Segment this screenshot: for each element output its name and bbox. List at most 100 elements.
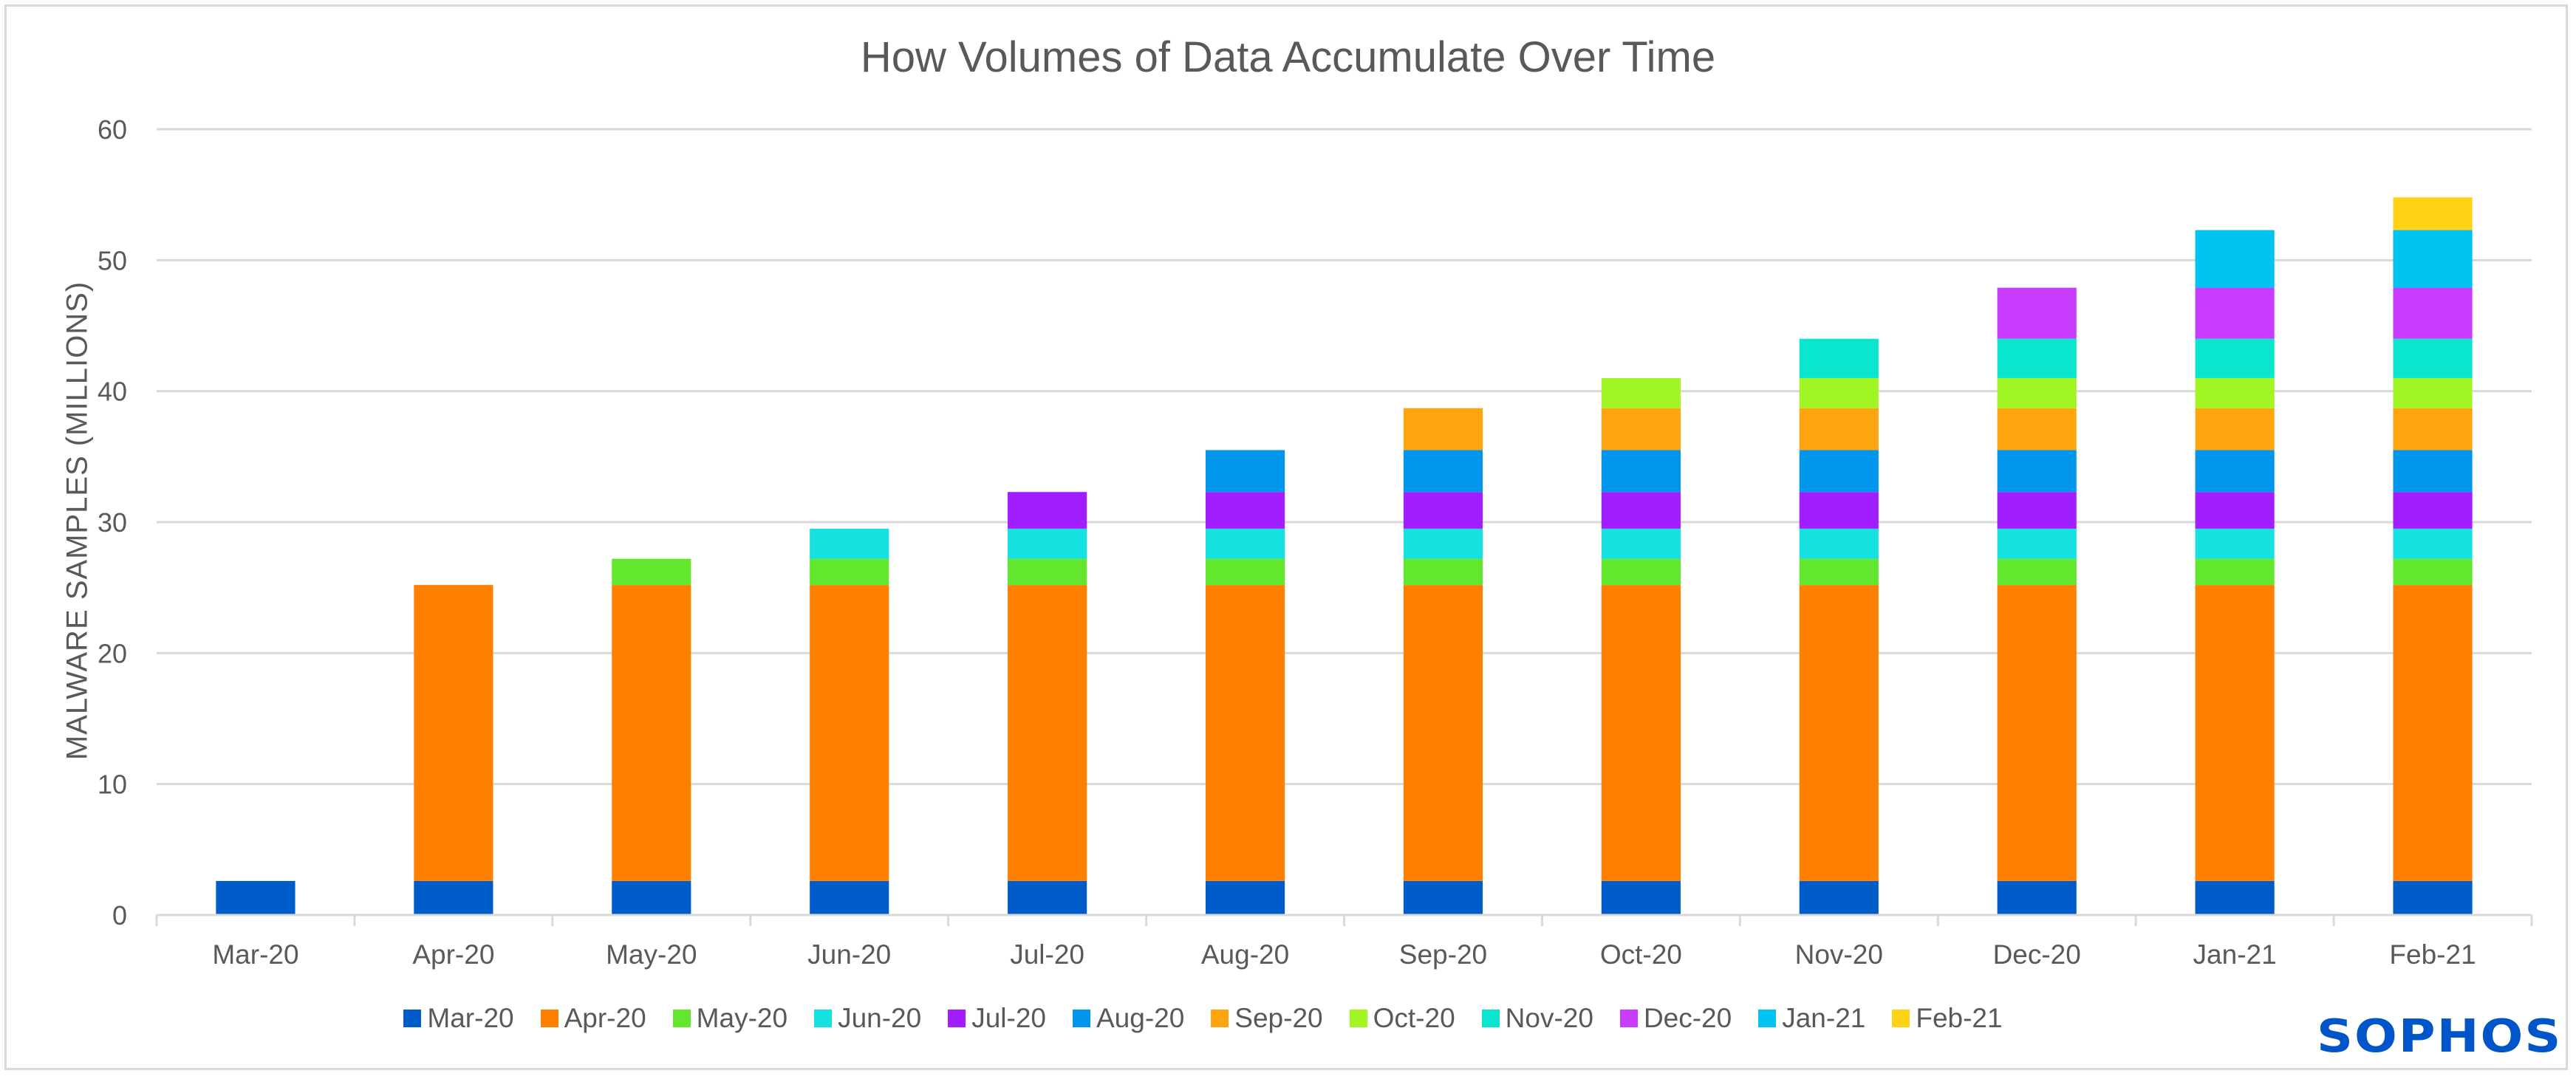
bar-segment-dec-20 — [1997, 287, 2077, 339]
x-tick-label: Feb-21 — [2389, 939, 2476, 970]
x-tick-label: Jan-21 — [2193, 939, 2277, 970]
bar-segment-apr-20 — [2393, 585, 2473, 881]
bar-segment-apr-20 — [810, 585, 889, 881]
bar-segment-jul-20 — [2195, 492, 2275, 529]
bar-segment-may-20 — [612, 558, 691, 586]
bar-segment-sep-20 — [2393, 408, 2473, 450]
bar-segment-jul-20 — [1205, 492, 1285, 529]
legend-item: Mar-20 — [403, 1003, 514, 1034]
bar-segment-apr-20 — [1799, 585, 1879, 881]
bar-segment-mar-20 — [1008, 880, 1087, 915]
bar-segment-aug-20 — [1403, 450, 1483, 493]
bar-segment-jun-20 — [2393, 528, 2473, 559]
bar-segment-mar-20 — [1601, 880, 1681, 915]
bar-segment-jul-20 — [1601, 492, 1681, 529]
bar-segment-apr-20 — [1997, 585, 2077, 881]
bar-segment-apr-20 — [414, 585, 493, 881]
x-tick-label: Jun-20 — [807, 939, 891, 970]
legend-item: Dec-20 — [1619, 1003, 1732, 1034]
y-tick-label: 60 — [98, 114, 127, 145]
bar-segment-nov-20 — [1997, 338, 2077, 378]
y-tick-label: 20 — [98, 638, 127, 668]
bar-segment-jul-20 — [2393, 492, 2473, 529]
legend-label: Jun-20 — [838, 1003, 922, 1033]
x-tick-label: Jul-20 — [1010, 939, 1084, 970]
legend-item: Aug-20 — [1072, 1003, 1185, 1034]
bar-segment-may-20 — [2195, 558, 2275, 586]
bar-segment-sep-20 — [1403, 408, 1483, 450]
legend-swatch — [403, 1010, 422, 1027]
legend-swatch — [1481, 1010, 1500, 1027]
x-tick-label: May-20 — [606, 939, 697, 970]
bar-segment-aug-20 — [1997, 450, 2077, 493]
bar-segment-jun-20 — [2195, 528, 2275, 559]
legend-swatch — [1892, 1010, 1910, 1027]
bar-segment-oct-20 — [1601, 377, 1681, 408]
bars — [216, 197, 2473, 915]
bar-segment-may-20 — [810, 558, 889, 586]
legend-item: Jul-20 — [948, 1003, 1046, 1034]
bar-segment-aug-20 — [2393, 450, 2473, 493]
legend-label: Mar-20 — [427, 1003, 514, 1033]
bar-segment-apr-20 — [1403, 585, 1483, 881]
x-axis — [155, 914, 2533, 926]
bar-segment-may-20 — [1403, 558, 1483, 586]
legend-item: Jan-21 — [1758, 1003, 1865, 1034]
bar-segment-mar-20 — [1997, 880, 2077, 915]
bar-segment-mar-20 — [216, 880, 295, 915]
bar-segment-jul-20 — [1403, 492, 1483, 529]
bar-segment-mar-20 — [1799, 880, 1879, 915]
sophos-logo: SOPHOS — [2317, 1010, 2563, 1063]
bar-segment-may-20 — [1008, 558, 1087, 586]
bar-segment-jun-20 — [1799, 528, 1879, 559]
y-tick-label: 40 — [98, 377, 127, 407]
bar-segment-aug-20 — [1205, 450, 1285, 493]
legend-label: Feb-21 — [1916, 1003, 2003, 1033]
bar-segment-apr-20 — [1205, 585, 1285, 881]
axis-labels: 0 10 20 30 40 50 60 Mar-20 Apr-20 May-20 Jun-20 Jul… — [98, 114, 2476, 970]
bar-segment-may-20 — [2393, 558, 2473, 586]
legend-swatch — [1072, 1010, 1090, 1027]
legend-label: Apr-20 — [564, 1003, 646, 1033]
legend-label: Jan-21 — [1782, 1003, 1866, 1033]
x-tick-label: Apr-20 — [412, 939, 494, 970]
bar-segment-jan-21 — [2195, 230, 2275, 288]
legend-swatch — [540, 1010, 558, 1027]
bar-segment-apr-20 — [1601, 585, 1681, 881]
legend-item: Jun-20 — [814, 1003, 921, 1034]
bar-segment-may-20 — [1799, 558, 1879, 586]
legend-swatch — [1211, 1010, 1229, 1027]
bar-segment-mar-20 — [414, 880, 493, 915]
bar-segment-nov-20 — [2393, 338, 2473, 378]
bar-segment-dec-20 — [2195, 287, 2275, 339]
x-tick-label: Mar-20 — [212, 939, 298, 970]
bar-segment-jun-20 — [1008, 528, 1087, 559]
legend-label: Aug-20 — [1096, 1003, 1185, 1033]
legend-swatch — [1619, 1010, 1638, 1027]
bar-segment-apr-20 — [612, 585, 691, 881]
bar-segment-jun-20 — [1601, 528, 1681, 559]
bar-segment-nov-20 — [1799, 338, 1879, 378]
legend-swatch — [948, 1010, 966, 1027]
bar-segment-feb-21 — [2393, 197, 2473, 230]
legend-label: Dec-20 — [1643, 1003, 1732, 1033]
bar-segment-sep-20 — [1997, 408, 2077, 450]
bar-segment-oct-20 — [1997, 377, 2077, 408]
legend-item: Sep-20 — [1211, 1003, 1323, 1034]
chart-title: How Volumes of Data Accumulate Over Time — [860, 33, 1716, 81]
y-tick-label: 10 — [98, 770, 127, 800]
legend: Mar-20 Apr-20 May-20 Jun-20 Jul-20 Aug-20 Sep-… — [0, 1003, 2576, 1034]
legend-item: May-20 — [672, 1003, 788, 1034]
bar-segment-mar-20 — [612, 880, 691, 915]
bar-segment-jun-20 — [1205, 528, 1285, 559]
y-tick-label: 0 — [112, 900, 127, 931]
bar-segment-sep-20 — [1601, 408, 1681, 450]
x-tick-label: Nov-20 — [1795, 939, 1883, 970]
bar-segment-jul-20 — [1997, 492, 2077, 529]
legend-label: Jul-20 — [971, 1003, 1046, 1033]
bar-segment-jun-20 — [1997, 528, 2077, 559]
bar-segment-apr-20 — [2195, 585, 2275, 881]
bar-segment-may-20 — [1601, 558, 1681, 586]
bar-segment-oct-20 — [2393, 377, 2473, 408]
